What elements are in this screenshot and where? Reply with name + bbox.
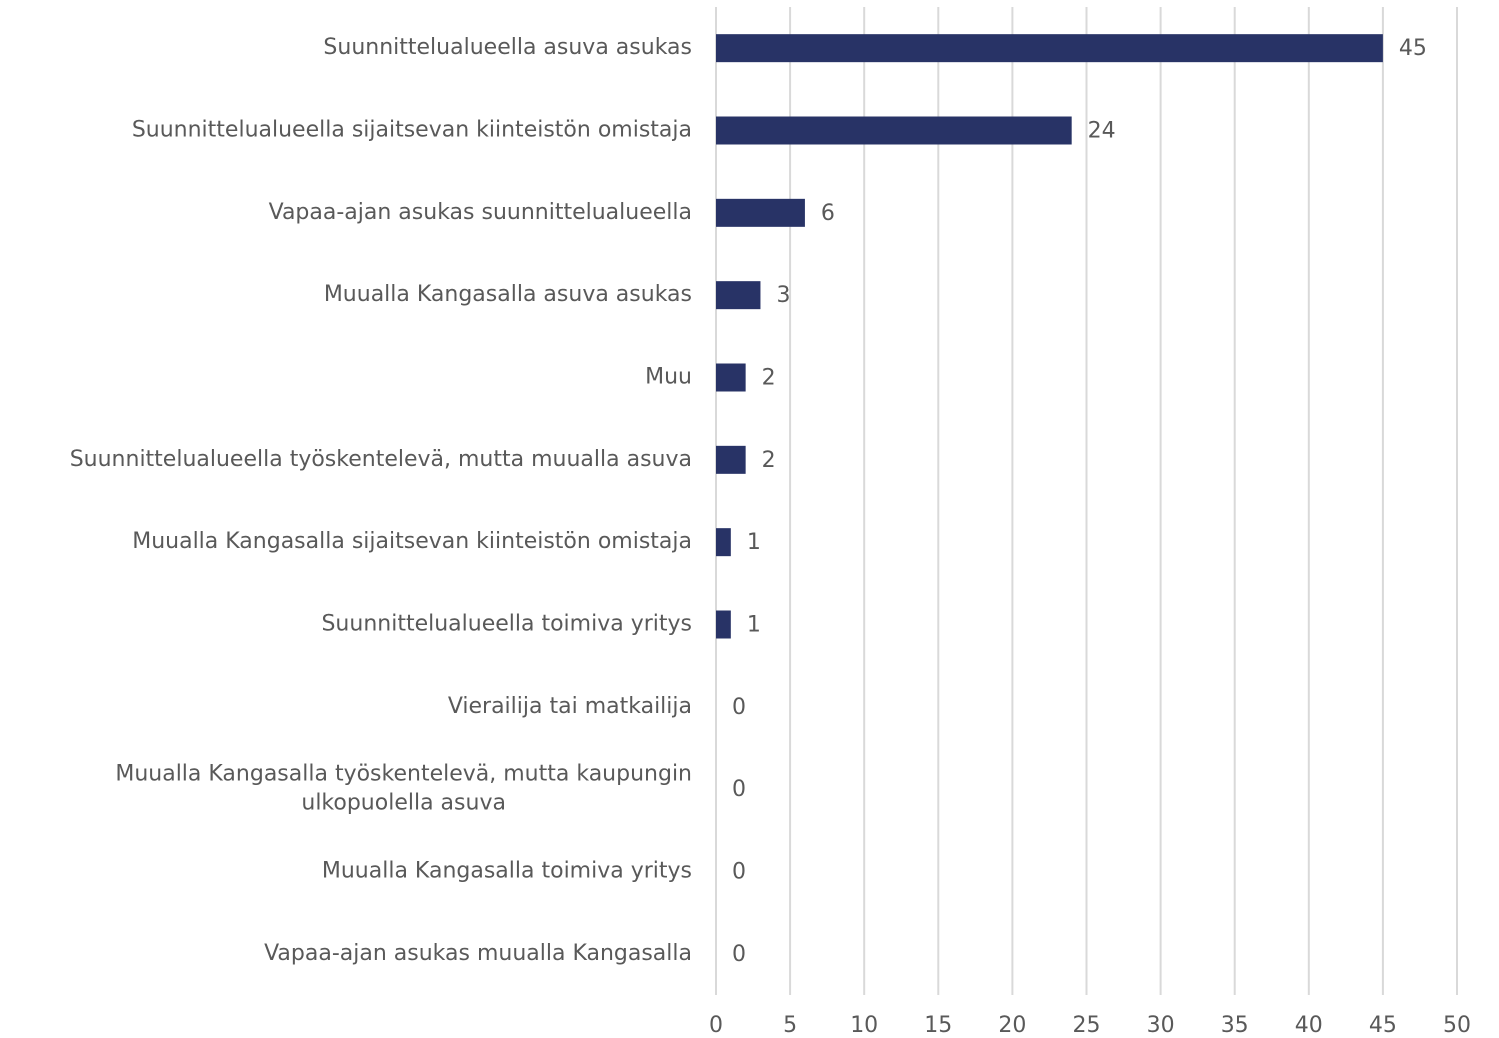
bar bbox=[716, 116, 1072, 145]
bar bbox=[716, 363, 746, 392]
x-tick-label: 45 bbox=[1369, 1013, 1397, 1038]
data-label: 3 bbox=[776, 283, 790, 308]
x-tick-label: 25 bbox=[1073, 1013, 1101, 1038]
x-tick-label: 35 bbox=[1221, 1013, 1249, 1038]
data-label: 0 bbox=[732, 777, 746, 802]
y-tick-label: Suunnittelualueella asuva asukas bbox=[323, 35, 692, 60]
y-tick-label: Muualla Kangasalla sijaitsevan kiinteist… bbox=[132, 529, 692, 554]
bar bbox=[716, 445, 746, 474]
x-tick-label: 20 bbox=[998, 1013, 1026, 1038]
data-label: 2 bbox=[762, 448, 776, 473]
data-label: 24 bbox=[1088, 119, 1116, 144]
bar bbox=[716, 198, 805, 227]
y-tick-label: Suunnittelualueella sijaitsevan kiinteis… bbox=[132, 118, 692, 143]
bar bbox=[716, 528, 731, 557]
x-tick-label: 50 bbox=[1443, 1013, 1471, 1038]
y-tick-label: Suunnittelualueella työskentelevä, mutta… bbox=[70, 447, 692, 472]
data-label: 1 bbox=[747, 613, 761, 638]
data-label: 6 bbox=[821, 201, 835, 226]
y-tick-label: Vierailija tai matkailija bbox=[448, 694, 692, 719]
x-tick-label: 15 bbox=[924, 1013, 952, 1038]
data-label: 0 bbox=[732, 695, 746, 720]
bar bbox=[716, 34, 1383, 63]
bar bbox=[716, 281, 761, 310]
bar bbox=[716, 610, 731, 639]
data-label: 1 bbox=[747, 530, 761, 555]
y-tick-label: Vapaa-ajan asukas suunnittelualueella bbox=[269, 200, 692, 225]
x-tick-label: 5 bbox=[783, 1013, 797, 1038]
y-tick-label: Vapaa-ajan asukas muualla Kangasalla bbox=[264, 941, 692, 966]
y-tick-label: Muu bbox=[645, 365, 692, 390]
y-tick-label: Muualla Kangasalla työskentelevä, mutta … bbox=[115, 762, 692, 816]
y-tick-label: Suunnittelualueella toimiva yritys bbox=[321, 612, 692, 637]
data-label: 45 bbox=[1399, 36, 1427, 61]
x-tick-label: 10 bbox=[850, 1013, 878, 1038]
data-label: 0 bbox=[732, 860, 746, 885]
x-tick-label: 30 bbox=[1147, 1013, 1175, 1038]
y-tick-label: Muualla Kangasalla asuva asukas bbox=[324, 282, 692, 307]
data-label: 0 bbox=[732, 942, 746, 967]
data-label: 2 bbox=[762, 366, 776, 391]
x-tick-label: 40 bbox=[1295, 1013, 1323, 1038]
y-tick-label: Muualla Kangasalla toimiva yritys bbox=[322, 859, 692, 884]
x-tick-label: 0 bbox=[709, 1013, 723, 1038]
